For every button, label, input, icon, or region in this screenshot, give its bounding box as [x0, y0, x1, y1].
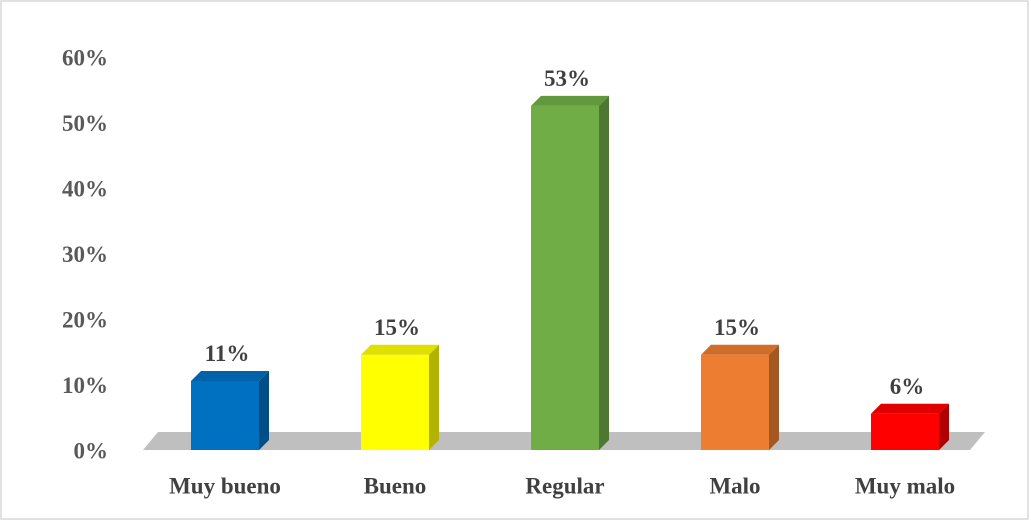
bar-side-shade [939, 403, 949, 450]
y-tick-label: 30% [62, 242, 108, 267]
y-tick-label: 50% [62, 111, 108, 136]
y-tick-label: 40% [62, 176, 108, 201]
x-tick-label: Regular [525, 473, 604, 498]
bar-side-shade [429, 344, 439, 450]
bar-top-shade [701, 344, 779, 355]
bar-top [191, 370, 269, 381]
bar-top [531, 95, 609, 106]
value-label: 6% [890, 374, 925, 399]
bar-side [939, 403, 949, 450]
bar-front [701, 354, 769, 450]
y-tick-label: 60% [62, 45, 108, 70]
bar-side [429, 344, 439, 450]
bar-side-shade [599, 95, 609, 450]
bar-front [361, 354, 429, 450]
bar-top-shade [871, 403, 949, 414]
value-label: 15% [714, 315, 760, 340]
bar-side-shade [259, 370, 269, 450]
bar-top [871, 403, 949, 414]
bar-front [191, 380, 259, 450]
x-tick-label: Muy bueno [169, 473, 281, 498]
x-tick-label: Malo [709, 473, 760, 498]
bar-front [871, 413, 939, 450]
bar-side [259, 370, 269, 450]
bar-side [599, 95, 609, 450]
bar-side [769, 344, 779, 450]
bar-top [701, 344, 779, 355]
bar-top-shade [191, 370, 269, 381]
value-label: 11% [205, 341, 250, 366]
y-tick-label: 10% [62, 373, 108, 398]
y-tick-label: 20% [62, 307, 108, 332]
x-tick-label: Muy malo [855, 473, 955, 498]
bar-top-shade [531, 95, 609, 106]
bar-top-shade [361, 344, 439, 355]
bar-front [531, 105, 599, 450]
x-tick-label: Bueno [364, 473, 427, 498]
y-tick-label: 0% [74, 438, 109, 463]
bar-top [361, 344, 439, 355]
value-label: 53% [544, 66, 590, 91]
value-label: 15% [374, 315, 420, 340]
bar-side-shade [769, 344, 779, 450]
